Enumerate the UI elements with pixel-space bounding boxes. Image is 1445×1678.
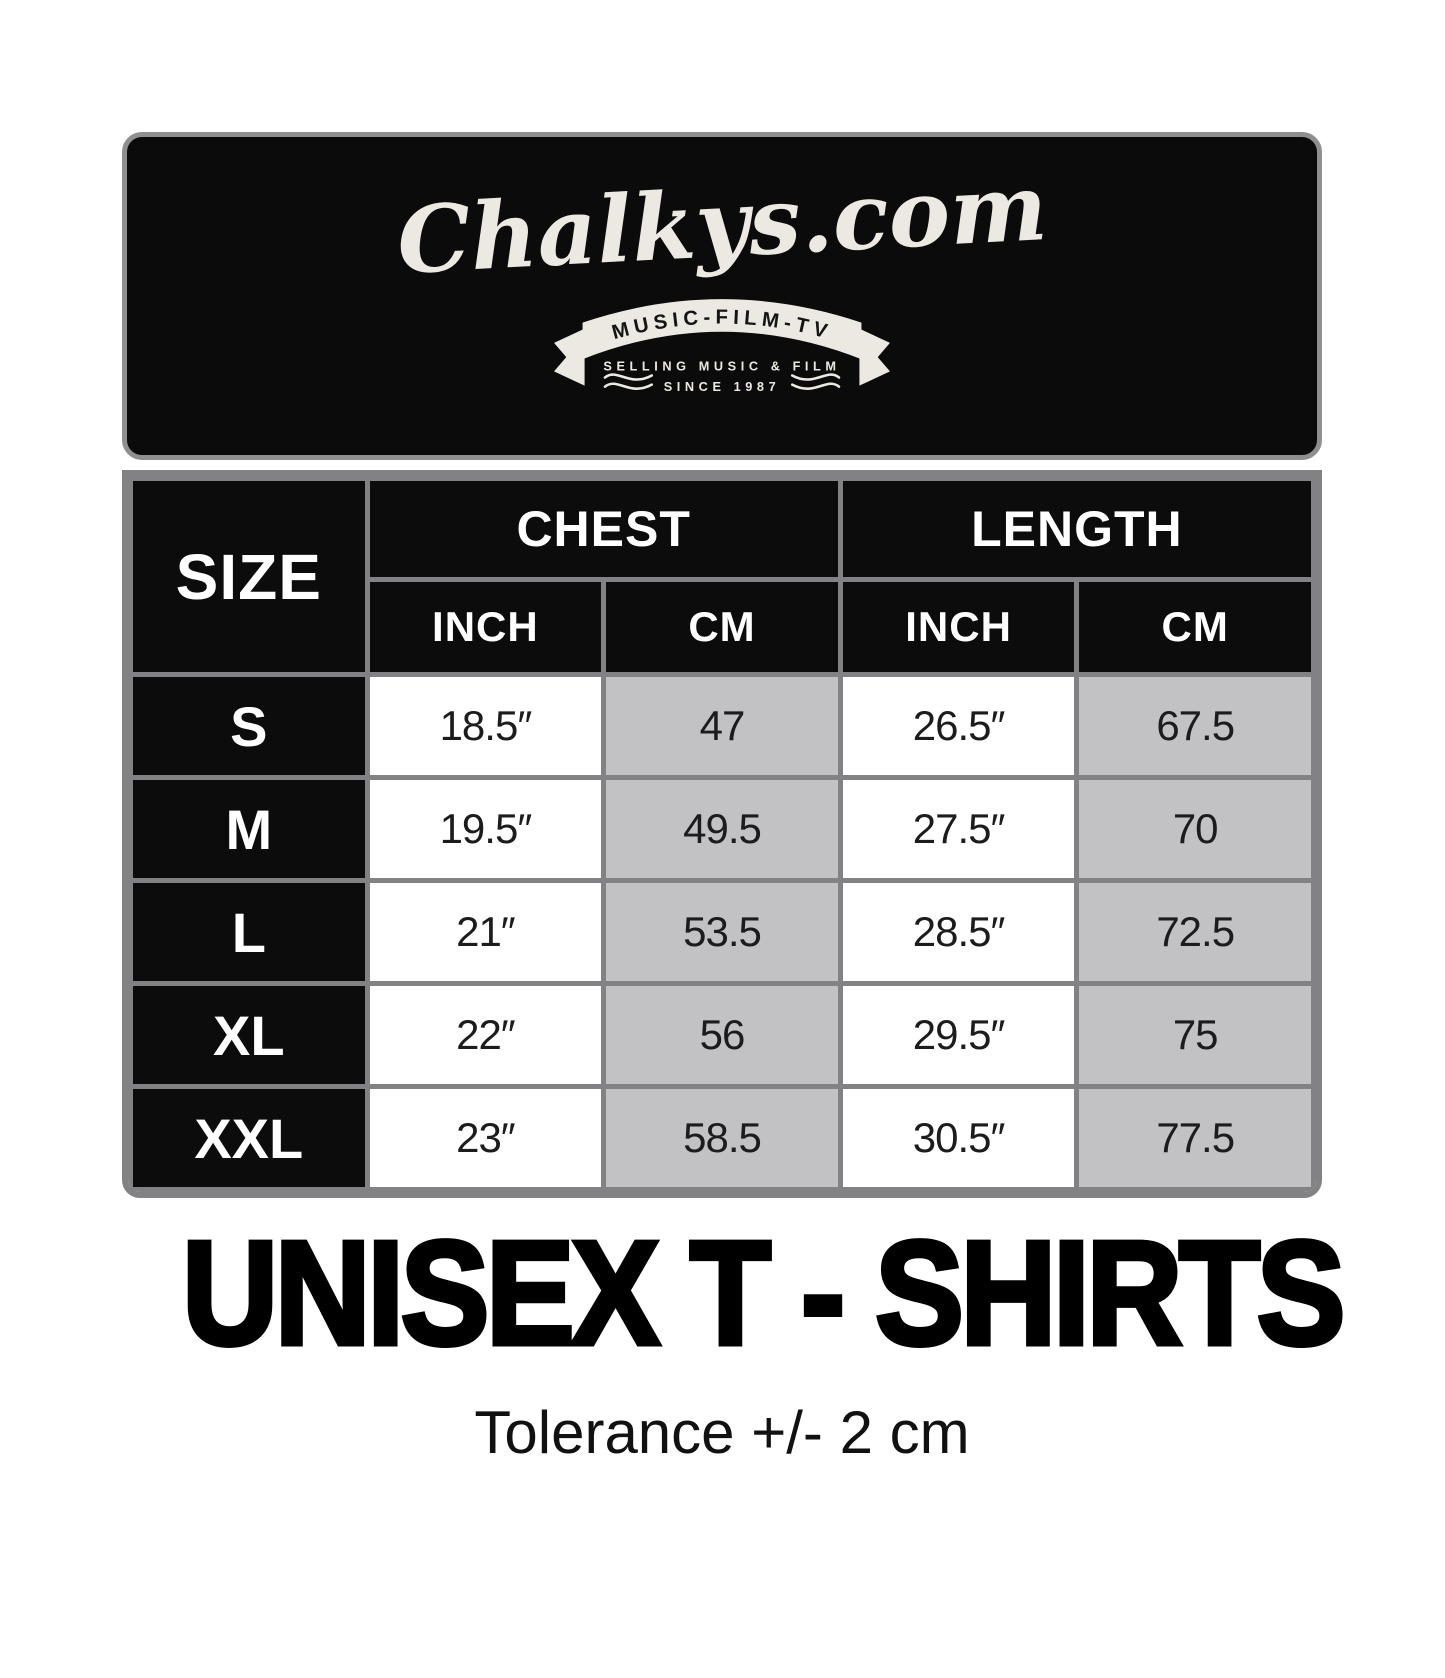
length-cm-cell: 67.5: [1074, 672, 1316, 780]
length-cm-cell: 77.5: [1074, 1084, 1316, 1192]
chest-group-header: CHEST: [364, 476, 843, 582]
brand-emblem-ribbon: MUSIC-FILM-TV SELLING MUSIC & FILM SINCE…: [554, 299, 890, 394]
length-inch-header: INCH: [837, 577, 1080, 677]
table-row: XXL 23″ 58.5 30.5″ 77.5: [128, 1084, 1316, 1192]
brand-panel: Chalkys.com MUSIC-FILM-TV SELLING MUSIC …: [122, 132, 1322, 460]
chest-inch-cell: 23″: [364, 1084, 607, 1192]
size-cell: S: [128, 672, 370, 780]
product-title: UNISEX T - SHIRTS: [180, 1211, 1348, 1376]
tagline-text: SELLING MUSIC & FILM: [603, 358, 840, 373]
size-chart-page: Chalkys.com MUSIC-FILM-TV SELLING MUSIC …: [122, 132, 1348, 1467]
length-inch-cell: 27.5″: [837, 775, 1080, 883]
chest-inch-cell: 18.5″: [364, 672, 607, 780]
size-cell: XXL: [128, 1084, 370, 1192]
length-cm-cell: 75: [1074, 981, 1316, 1089]
table-header-row-groups: SIZE CHEST LENGTH: [128, 476, 1316, 677]
length-inch-cell: 29.5″: [837, 981, 1080, 1089]
size-cell: XL: [128, 981, 370, 1089]
flourish-left-icon: [603, 373, 654, 390]
since-text: SINCE 1987: [664, 379, 781, 394]
chest-inch-header: INCH: [364, 577, 607, 677]
size-cell: M: [128, 775, 370, 883]
length-inch-cell: 26.5″: [837, 672, 1080, 780]
ribbon-right-tail-icon: [859, 328, 890, 386]
brand-wordmark: Chalkys.com: [394, 153, 1050, 295]
size-column-header: SIZE: [128, 476, 370, 677]
table-row: L 21″ 53.5 28.5″ 72.5: [128, 878, 1316, 986]
chest-cm-cell: 49.5: [601, 775, 843, 883]
chest-cm-cell: 53.5: [601, 878, 843, 986]
chest-cm-header: CM: [601, 577, 843, 677]
length-cm-header: CM: [1074, 577, 1316, 677]
chest-inch-cell: 21″: [364, 878, 607, 986]
table-row: M 19.5″ 49.5 27.5″ 70: [128, 775, 1316, 883]
length-inch-cell: 28.5″: [837, 878, 1080, 986]
tolerance-note: Tolerance +/- 2 cm: [474, 1399, 970, 1466]
table-row: S 18.5″ 47 26.5″ 67.5: [128, 672, 1316, 780]
size-cell: L: [128, 878, 370, 986]
chest-cm-cell: 58.5: [601, 1084, 843, 1192]
length-cm-cell: 72.5: [1074, 878, 1316, 986]
length-inch-cell: 30.5″: [837, 1084, 1080, 1192]
ribbon-band-icon: [582, 299, 862, 360]
flourish-right-icon: [790, 373, 841, 390]
size-table: SIZE CHEST LENGTH INCH CM INCH CM S 18.5…: [122, 470, 1322, 1198]
table-row: XL 22″ 56 29.5″ 75: [128, 981, 1316, 1089]
table-header-row-units: INCH CM INCH CM: [131, 577, 1316, 677]
chest-cm-cell: 56: [601, 981, 843, 1089]
chest-inch-cell: 19.5″: [364, 775, 607, 883]
chest-inch-cell: 22″: [364, 981, 607, 1089]
ribbon-left-tail-icon: [554, 328, 585, 386]
length-group-header: LENGTH: [837, 476, 1316, 582]
length-cm-cell: 70: [1074, 775, 1316, 883]
chest-cm-cell: 47: [601, 672, 843, 780]
